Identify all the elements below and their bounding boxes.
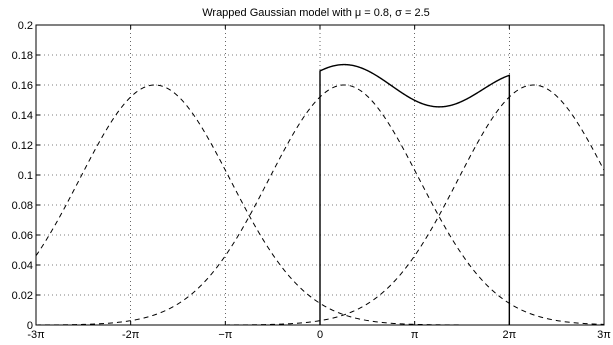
y-tick-label: 0.1: [18, 170, 33, 182]
y-tick-label: 0.18: [12, 50, 33, 62]
y-tick-label: 0.2: [18, 20, 33, 32]
x-tick-label: π: [411, 329, 419, 341]
x-tick-label: -3π: [27, 329, 45, 341]
y-tick-label: 0.04: [12, 260, 33, 272]
y-tick-label: 0.06: [12, 230, 33, 242]
series-line-wrapped: [319, 63, 511, 325]
curves: [35, 63, 605, 326]
x-tick-label: 3π: [597, 329, 611, 341]
x-tick-label: 0: [317, 329, 323, 341]
y-tick-label: 0.16: [12, 80, 33, 92]
y-tick-label: 0: [27, 320, 33, 332]
x-tick-label: -2π: [122, 329, 140, 341]
x-tick-label: 2π: [502, 329, 516, 341]
y-tick-label: 0.12: [12, 140, 33, 152]
ticks: -3π -2π −π 0 π 2π 3π 0 0.02 0.04 0.06 0.08 0.1 0.12 0.…: [12, 20, 612, 341]
chart-title: Wrapped Gaussian model with μ = 0.8, σ =…: [202, 7, 430, 19]
x-tick-label: −π: [218, 329, 232, 341]
y-tick-label: 0.14: [12, 110, 33, 122]
y-tick-label: 0.02: [12, 290, 33, 302]
y-tick-label: 0.08: [12, 200, 33, 212]
